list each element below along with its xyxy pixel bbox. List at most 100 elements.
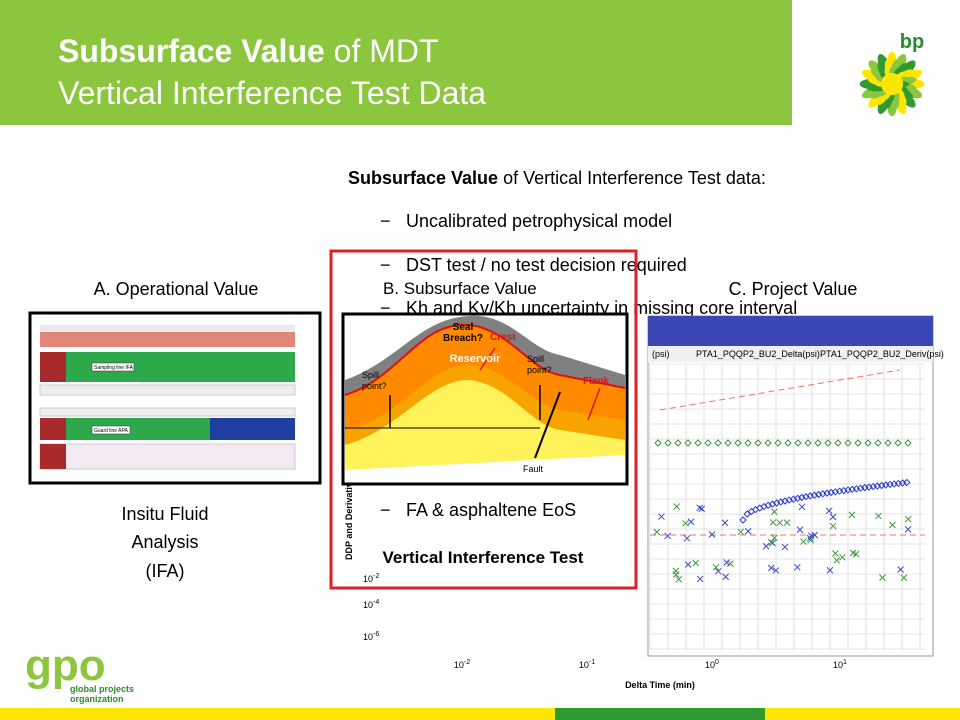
scatter-x bbox=[664, 532, 671, 540]
scatter-x bbox=[712, 563, 720, 571]
deriv-point bbox=[798, 493, 806, 502]
tick-base: 10 bbox=[454, 660, 464, 670]
diagram-label: point? bbox=[527, 365, 552, 375]
tick-base: 10 bbox=[833, 660, 843, 670]
ifa-log: Sampling line IFA Guard line APA bbox=[39, 325, 296, 470]
x-tick-label: 10-1 bbox=[579, 659, 595, 670]
header-band bbox=[0, 0, 792, 125]
delta-point bbox=[854, 439, 862, 447]
deriv-point bbox=[869, 482, 877, 491]
scatter-x bbox=[800, 538, 807, 545]
heading-rest: of Vertical Interference Test data: bbox=[498, 168, 766, 188]
diagram-label: Fault bbox=[523, 464, 544, 474]
log-track bbox=[39, 443, 296, 470]
deriv-point bbox=[848, 485, 856, 494]
deriv-point bbox=[894, 479, 903, 488]
tick-exp: 1 bbox=[843, 659, 847, 666]
scatter-x bbox=[875, 512, 882, 520]
deriv-point bbox=[877, 481, 886, 490]
legend-item: PTA1_PQQP2_BU2_Delta(psi) bbox=[696, 349, 820, 359]
tick-exp: -6 bbox=[373, 631, 379, 638]
panel-b-label: B. Subsurface Value bbox=[383, 279, 537, 298]
scatter-x bbox=[897, 566, 904, 573]
scatter-x bbox=[829, 513, 837, 521]
deriv-point bbox=[789, 495, 798, 503]
scatter-x bbox=[737, 528, 745, 536]
deriv-point bbox=[856, 484, 865, 492]
scatter-x bbox=[904, 515, 912, 523]
title-bold: Subsurface Value bbox=[58, 33, 325, 69]
scatter-x bbox=[658, 513, 665, 520]
tick-base: 10 bbox=[363, 632, 373, 642]
log-track bbox=[39, 407, 296, 417]
delta-point bbox=[804, 439, 812, 447]
caption-line: (IFA) bbox=[146, 561, 185, 581]
tick-exp: 0 bbox=[715, 659, 719, 666]
arrow bbox=[587, 387, 601, 421]
scatter-x bbox=[723, 559, 730, 566]
x-tick-label: 100 bbox=[705, 659, 719, 670]
tick-exp: -2 bbox=[373, 573, 379, 580]
footer-strip-green bbox=[555, 708, 765, 720]
scatter-x bbox=[767, 564, 775, 572]
seal bbox=[345, 315, 625, 395]
scatter-x bbox=[829, 522, 837, 530]
org-name: global projects bbox=[70, 684, 134, 694]
scatter-x bbox=[767, 538, 775, 546]
diagram-label: Crest bbox=[490, 332, 516, 343]
track-label-box bbox=[91, 425, 131, 435]
diagram-label: point? bbox=[362, 381, 387, 391]
scatter-x bbox=[826, 566, 834, 574]
deriv-point bbox=[840, 486, 848, 495]
panel-c-label: C. Project Value bbox=[729, 279, 858, 299]
x-tick-label: 101 bbox=[833, 659, 847, 670]
delta-point bbox=[894, 439, 902, 447]
deriv-point bbox=[890, 480, 898, 488]
scatter-x bbox=[682, 519, 689, 527]
deriv-point bbox=[823, 489, 831, 497]
deriv-point bbox=[844, 486, 852, 494]
deriv-point bbox=[781, 497, 789, 505]
tick-base: 10 bbox=[363, 600, 373, 610]
deriv-point bbox=[852, 485, 861, 493]
track-label: Guard line APA bbox=[94, 428, 128, 434]
deriv-point bbox=[772, 499, 781, 507]
bullet-marker: − bbox=[380, 500, 391, 520]
track-label: Sampling line IFA bbox=[94, 365, 134, 371]
scatter-x bbox=[684, 561, 692, 568]
scatter-x bbox=[839, 553, 846, 561]
caption-line: Analysis bbox=[131, 532, 198, 552]
scatter-x bbox=[696, 504, 704, 512]
delta-point bbox=[764, 439, 772, 447]
project-chart: (psi) PTA1_PQQP2_BU2_Delta(psi) PTA1_PQQP2… bbox=[344, 315, 944, 690]
heading-bold: Subsurface Value bbox=[348, 168, 498, 188]
y-tick-label: 10-6 bbox=[363, 631, 379, 642]
deriv-point bbox=[903, 478, 911, 487]
scatter-x bbox=[783, 519, 791, 526]
delta-point bbox=[744, 439, 752, 447]
chart-frame bbox=[647, 315, 934, 657]
sun-core bbox=[881, 73, 903, 95]
deriv-point bbox=[819, 490, 827, 498]
contact bbox=[344, 323, 626, 396]
bullet-marker: − bbox=[380, 298, 391, 318]
scatter-x bbox=[900, 574, 908, 582]
delta-point bbox=[904, 439, 912, 447]
ref-line bbox=[659, 369, 901, 411]
y-tick-label: 10-2 bbox=[363, 573, 379, 584]
scatter-x bbox=[833, 556, 841, 564]
delta-point bbox=[784, 439, 792, 447]
delta-point bbox=[704, 439, 712, 447]
panel-a-label: A. Operational Value bbox=[94, 279, 259, 299]
delta-point bbox=[844, 439, 852, 447]
org-name: organization bbox=[70, 694, 124, 704]
bullet-marker: − bbox=[380, 211, 391, 231]
gpo-logo: gpo bbox=[25, 641, 106, 690]
title-rest: of MDT bbox=[325, 33, 439, 69]
scatter-x bbox=[832, 550, 839, 557]
scatter-x bbox=[798, 503, 806, 511]
tick-base: 10 bbox=[705, 660, 715, 670]
track-label-box bbox=[91, 362, 135, 372]
scatter-x bbox=[770, 508, 778, 516]
arrow bbox=[479, 347, 496, 371]
